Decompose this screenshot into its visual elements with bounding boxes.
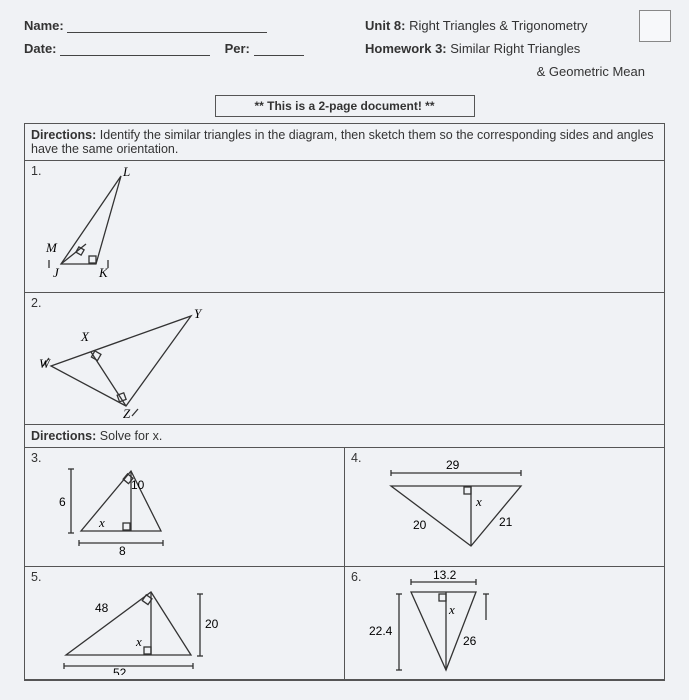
p1-K: K [98,265,109,280]
p4-21: 21 [499,515,513,529]
problem-4: 4. 29 20 21 x [345,448,664,566]
problem-1: 1. L M J K [25,161,664,293]
p2-diagram: W X Y Z [31,296,231,418]
unit-text: Right Triangles & Trigonometry [409,18,587,33]
p3-diagram: 6 8 10 x [31,451,211,561]
dir1-label: Directions: [31,128,96,142]
p5-num: 5. [31,570,41,584]
directions-1: Directions: Identify the similar triangl… [25,124,664,161]
directions-2: Directions: Solve for x. [25,425,664,448]
p1-L: L [122,164,130,179]
p6-x: x [448,602,455,617]
page-notice: ** This is a 2-page document! ** [215,95,475,117]
date-label: Date: [24,41,57,56]
p2-X: X [80,329,90,344]
hw-label: Homework 3: [365,41,447,56]
name-blank[interactable] [67,19,267,33]
p2-W: W [39,356,51,371]
p3-6: 6 [59,495,66,509]
p6-26: 26 [463,634,477,648]
problem-2: 2. W X Y Z [25,293,664,425]
p2-Y: Y [194,306,203,321]
p4-29: 29 [446,458,460,472]
p5-48: 48 [95,601,109,615]
p2-Z: Z [123,406,131,418]
p6-13: 13.2 [433,570,457,582]
per-blank[interactable] [254,42,304,56]
hw-text-2: & Geometric Mean [537,64,645,79]
p1-M: M [45,240,58,255]
p1-num: 1. [31,164,41,178]
dir2-text: Solve for x. [100,429,163,443]
unit-label: Unit 8: [365,18,405,33]
p1-diagram: L M J K [31,164,171,286]
problem-3: 3. 6 8 10 x [25,448,345,566]
p3-num: 3. [31,451,41,465]
p5-x: x [135,634,142,649]
p3-10: 10 [131,478,145,492]
p4-x: x [475,494,482,509]
p5-diagram: 48 52 20 x [31,570,231,675]
p2-num: 2. [31,296,41,310]
p6-num: 6. [351,570,361,584]
p6-22: 22.4 [369,624,393,638]
p5-20: 20 [205,617,219,631]
p5-52: 52 [113,666,127,675]
score-box [639,10,671,42]
p4-num: 4. [351,451,361,465]
date-blank[interactable] [60,42,210,56]
p4-diagram: 29 20 21 x [351,451,551,561]
worksheet-body: Directions: Identify the similar triangl… [24,123,665,681]
p6-diagram: 13.2 22.4 26 x [351,570,551,675]
worksheet-header: Name: Date: Per: Unit 8: Right Triangles… [24,18,665,87]
per-label: Per: [225,41,250,56]
dir2-label: Directions: [31,429,96,443]
p3-x: x [98,515,105,530]
name-label: Name: [24,18,64,33]
problem-6: 6. 13.2 22.4 26 x [345,567,664,679]
p1-J: J [53,265,60,280]
hw-text-1: Similar Right Triangles [450,41,580,56]
p4-20: 20 [413,518,427,532]
p3-8: 8 [119,544,126,558]
dir1-text: Identify the similar triangles in the di… [31,128,654,156]
problem-5: 5. 48 52 20 x [25,567,345,679]
